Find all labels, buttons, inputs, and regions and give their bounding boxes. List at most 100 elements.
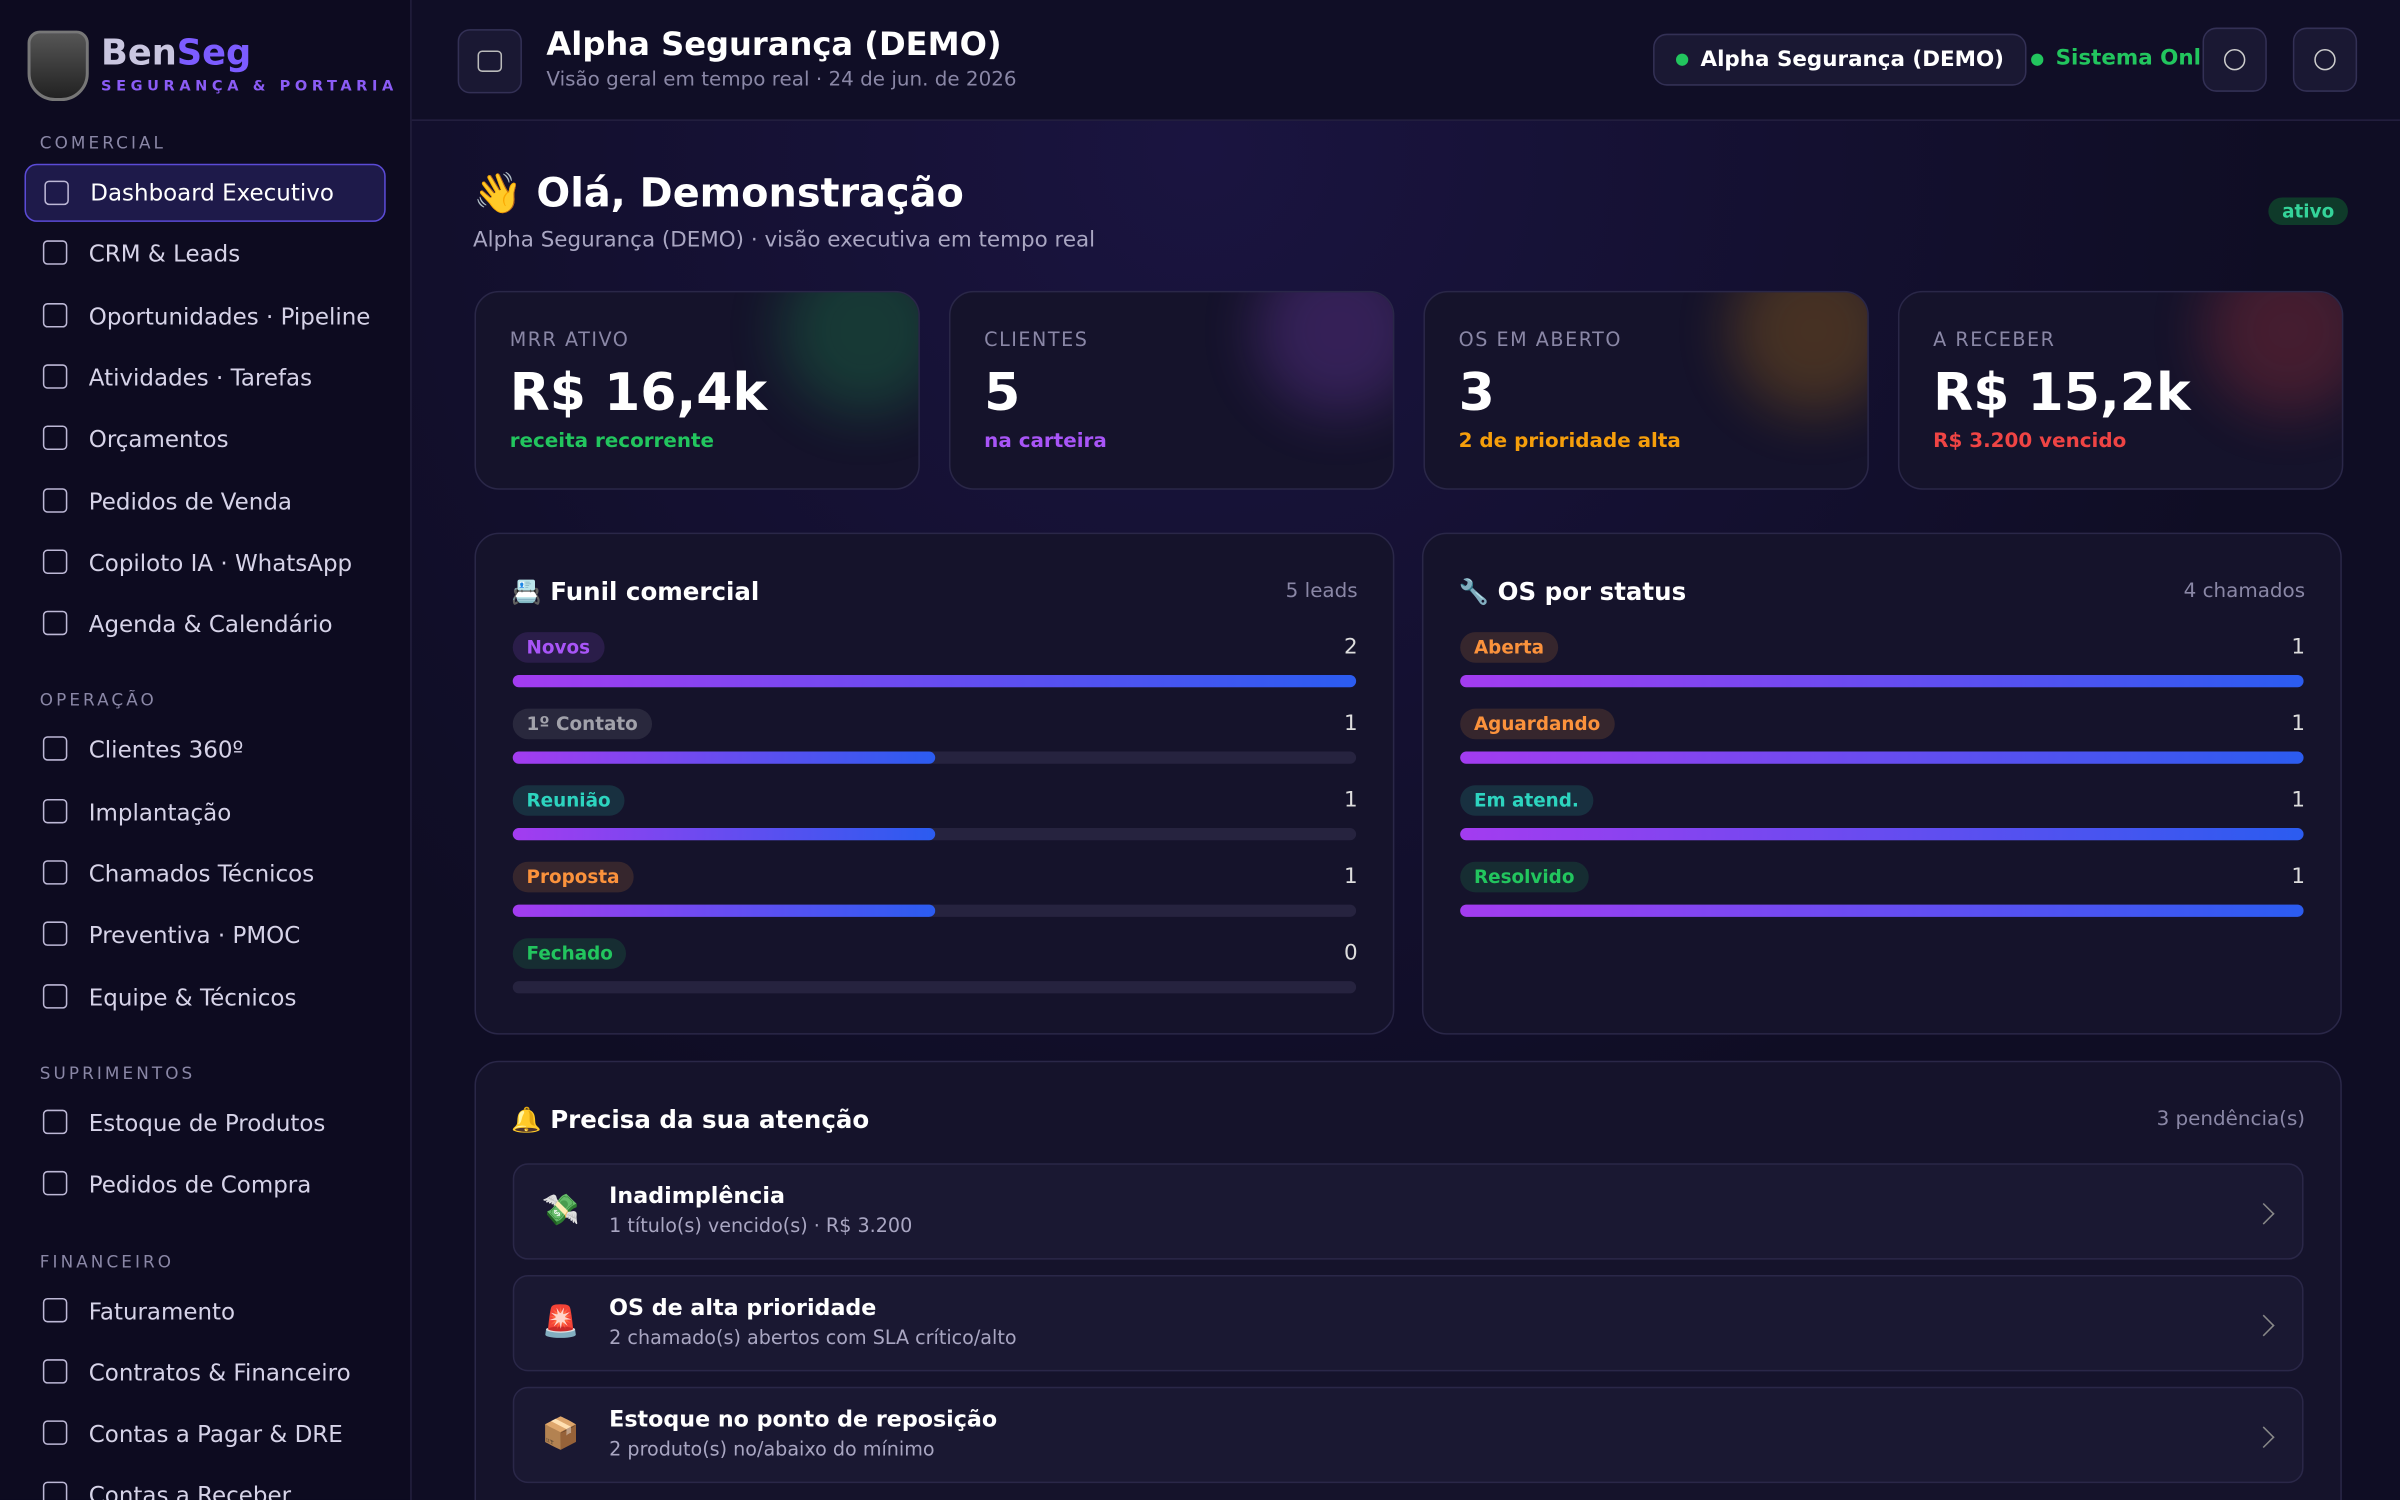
row-count: 1 xyxy=(1343,711,1358,737)
nav-icon xyxy=(42,1171,68,1196)
nav-item[interactable]: Contas a Pagar & DRE xyxy=(24,1405,385,1463)
bar-track xyxy=(512,904,1357,917)
section-title: FINANCEIRO xyxy=(39,1251,175,1272)
glow xyxy=(1255,292,1393,415)
sidebar: BenSeg SEGURANÇA & PORTARIA COMERCIAL Dashb… xyxy=(0,0,412,1500)
glow xyxy=(780,292,919,415)
kpi-label: OS EM ABERTO xyxy=(1458,327,1622,351)
kpi-value: R$ 15,2k xyxy=(1933,362,2191,424)
row-count: 1 xyxy=(1343,788,1358,813)
nav-icon xyxy=(42,860,68,885)
nav-icon xyxy=(42,798,68,823)
kpi-note: receita recorrente xyxy=(509,430,715,454)
kpi-card: A RECEBER R$ 15,2k R$ 3.200 vencido xyxy=(1897,290,2344,490)
logo xyxy=(27,30,89,102)
nav-item[interactable]: Agenda & Calendário xyxy=(24,596,385,654)
nav-item[interactable]: Pedidos de Compra xyxy=(24,1156,385,1214)
nav-item[interactable]: Equipe & Técnicos xyxy=(24,968,385,1026)
icon-button[interactable] xyxy=(2202,27,2267,92)
row-count: 0 xyxy=(1343,941,1358,966)
row-badge: Fechado xyxy=(512,938,627,969)
row-count: 1 xyxy=(2291,788,2306,813)
kpi-value: 3 xyxy=(1458,362,1495,424)
bar-track xyxy=(1460,751,2304,764)
row-badge: Aguardando xyxy=(1460,708,1615,740)
item-detail: 2 chamado(s) abertos com SLA crítico/alt… xyxy=(609,1325,1017,1349)
bar xyxy=(1460,828,2304,841)
row-badge: Proposta xyxy=(512,861,634,893)
nav-icon xyxy=(42,610,68,636)
nav-item[interactable]: Atividades · Tarefas xyxy=(24,349,385,407)
item-icon: 💸 xyxy=(541,1190,580,1228)
nav-item[interactable]: Contratos & Financeiro xyxy=(24,1344,385,1402)
bar-track xyxy=(512,751,1357,764)
greeting-subtitle: Alpha Segurança (DEMO) · visão executiva… xyxy=(472,228,1096,253)
attention-item[interactable]: 🚨 OS de alta prioridade 2 chamado(s) abert… xyxy=(512,1274,2304,1372)
panel-meta: 4 chamados xyxy=(2183,580,2306,604)
attention-item[interactable]: 📦 Estoque no ponto de reposição 2 produto(… xyxy=(512,1386,2304,1484)
bar-track xyxy=(512,828,1357,841)
nav-icon xyxy=(42,921,68,947)
panel: 📇 Funil comercial 5 leads Novos 2 1º Contato… xyxy=(474,532,1395,1035)
section-title: OPERAÇÃO xyxy=(39,690,157,711)
section-title: COMERCIAL xyxy=(39,133,166,154)
nav-icon xyxy=(42,487,68,512)
nav-item[interactable]: Pedidos de Venda xyxy=(24,472,385,530)
nav-item[interactable]: Copiloto IA · WhatsApp xyxy=(24,534,385,592)
item-icon: 🚨 xyxy=(541,1302,580,1340)
icon-button[interactable] xyxy=(2292,27,2358,92)
kpi-note: R$ 3.200 vencido xyxy=(1933,430,2127,454)
brand-a: Ben xyxy=(101,33,177,74)
kpi-card: OS EM ABERTO 3 2 de prioridade alta xyxy=(1423,290,1869,490)
bar xyxy=(512,904,935,917)
attention-item[interactable]: 💸 Inadimplência 1 título(s) vencido(s) · R… xyxy=(512,1163,2304,1260)
nav-item[interactable]: Oportunidades · Pipeline xyxy=(24,287,385,345)
bar-track xyxy=(512,674,1357,688)
nav-item[interactable]: Contas a Receber xyxy=(24,1467,385,1500)
arrow xyxy=(2252,1202,2275,1225)
nav-item[interactable]: Orçamentos xyxy=(24,410,385,468)
panel-title: 🔧 OS por status xyxy=(1458,577,1687,607)
greeting-title: 👋 Olá, Demonstração xyxy=(472,171,964,218)
nav-item[interactable]: Clientes 360º xyxy=(24,722,385,780)
panel-meta: 5 leads xyxy=(1285,580,1358,604)
nav-item[interactable]: CRM & Leads xyxy=(24,225,385,283)
nav-item[interactable]: Estoque de Produtos xyxy=(24,1094,385,1152)
nav-item[interactable]: Dashboard Executivo xyxy=(24,163,386,222)
nav-item[interactable]: Chamados Técnicos xyxy=(24,845,385,903)
item-icon: 📦 xyxy=(541,1414,580,1452)
brand-b: Seg xyxy=(176,33,252,74)
kpi-card: CLIENTES 5 na carteira xyxy=(948,290,1395,490)
nav-icon xyxy=(42,1109,68,1135)
nav-item[interactable]: Faturamento xyxy=(24,1282,385,1340)
tenant-pill[interactable]: Alpha Segurança (DEMO) xyxy=(1653,33,2027,86)
bar-track xyxy=(1460,674,2304,688)
arrow xyxy=(2252,1314,2275,1337)
header: Alpha Segurança (DEMO) Visão geral em tem… xyxy=(411,0,2400,121)
bar xyxy=(512,828,935,841)
kpi-note: 2 de prioridade alta xyxy=(1458,430,1681,454)
bar-track xyxy=(1460,904,2304,917)
nav-item[interactable]: Implantação xyxy=(24,783,385,841)
icon xyxy=(2223,48,2246,71)
item-detail: 2 produto(s) no/abaixo do mínimo xyxy=(609,1437,935,1461)
row-count: 1 xyxy=(1343,864,1358,890)
nav-icon xyxy=(42,240,68,266)
nav-icon xyxy=(42,736,68,762)
toggle-icon xyxy=(477,50,503,72)
nav-icon xyxy=(42,1358,68,1384)
bar-track xyxy=(512,981,1357,994)
nav-item[interactable]: Preventiva · PMOC xyxy=(24,907,385,965)
toggle-button[interactable] xyxy=(457,29,522,94)
item-title: OS de alta prioridade xyxy=(609,1296,877,1321)
glow xyxy=(1729,292,1868,415)
kpi-label: A RECEBER xyxy=(1933,327,2056,351)
row-count: 1 xyxy=(2291,635,2306,660)
row-badge: Aberta xyxy=(1460,632,1558,663)
header-title: Alpha Segurança (DEMO) xyxy=(546,26,1002,63)
section-title: SUPRIMENTOS xyxy=(39,1063,196,1084)
bar-track xyxy=(1460,828,2304,841)
icon xyxy=(2314,48,2336,71)
